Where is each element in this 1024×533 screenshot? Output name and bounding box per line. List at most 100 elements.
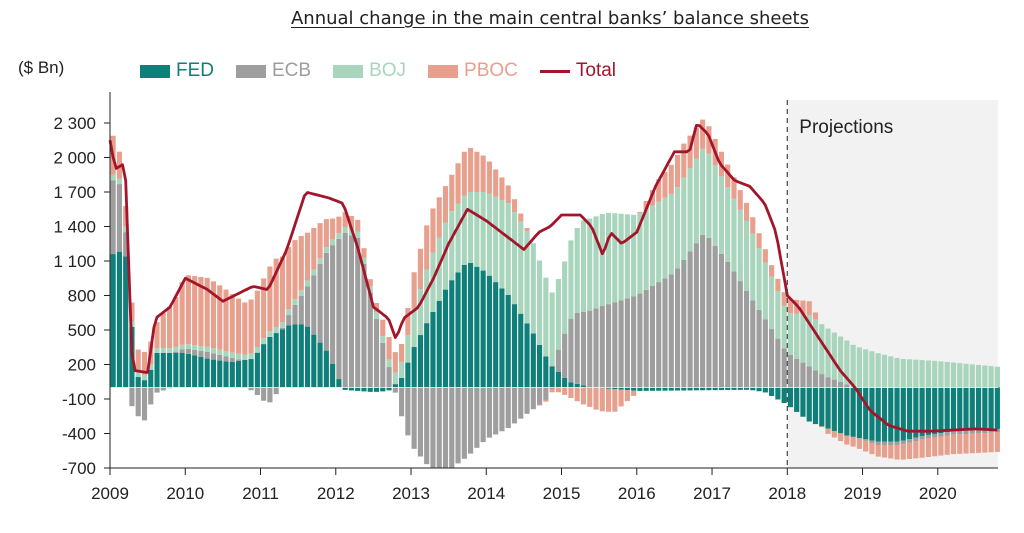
bar-pboc: [185, 275, 191, 345]
bar-boj: [373, 312, 380, 319]
bar-fed: [944, 387, 950, 433]
bar-boj: [461, 195, 467, 265]
bar-pboc: [762, 249, 768, 263]
bar-pboc: [286, 247, 292, 310]
bar-pboc: [424, 225, 430, 270]
bar-fed: [399, 377, 405, 388]
bar-ecb: [480, 387, 486, 443]
bar-fed: [123, 256, 129, 388]
bar-ecb: [298, 296, 304, 325]
bar-pboc: [950, 434, 957, 455]
bar-fed: [969, 387, 975, 431]
bar-boj: [957, 363, 963, 388]
bar-fed: [812, 387, 819, 425]
legend-label-fed: FED: [176, 60, 214, 81]
bar-pboc: [599, 388, 605, 412]
bar-boj: [116, 178, 122, 185]
bar-fed: [543, 356, 549, 388]
bar-boj: [800, 314, 806, 363]
bar-pboc: [204, 277, 210, 347]
bar-ecb: [718, 253, 725, 388]
bar-fed: [624, 387, 630, 391]
bar-pboc: [938, 436, 944, 456]
bar-pboc: [605, 388, 612, 412]
bar-ecb: [367, 292, 373, 388]
bar-ecb: [373, 318, 380, 388]
bar-pboc: [574, 387, 580, 402]
bar-boj: [261, 338, 267, 345]
bar-boj: [888, 356, 894, 388]
bar-boj: [950, 362, 957, 388]
bar-boj: [900, 358, 906, 388]
x-tick-label: 2011: [242, 484, 279, 503]
bar-ecb: [580, 311, 587, 386]
bar-ecb: [348, 235, 355, 388]
bar-pboc: [781, 292, 787, 306]
x-tick-label: 2015: [543, 484, 581, 503]
bar-fed: [612, 387, 618, 390]
bar-fed: [706, 387, 712, 391]
bar-pboc: [537, 404, 543, 406]
bar-pboc: [386, 336, 392, 360]
bar-boj: [969, 364, 975, 388]
bar-pboc: [436, 197, 442, 238]
bar-pboc: [480, 155, 486, 192]
bar-boj: [135, 371, 141, 377]
y-tick-label: -400: [62, 425, 96, 444]
bar-ecb: [518, 387, 524, 419]
bar-boj: [342, 227, 348, 233]
bar-pboc: [298, 235, 304, 291]
bar-ecb: [549, 387, 555, 390]
bar-ecb: [267, 387, 273, 403]
bar-boj: [919, 360, 925, 388]
bar-boj: [198, 345, 204, 351]
bar-ecb: [800, 362, 806, 388]
y-tick-label: 1 100: [53, 252, 96, 271]
bar-pboc: [229, 294, 235, 353]
bar-ecb: [380, 342, 386, 388]
bar-ecb: [524, 387, 530, 414]
bar-boj: [562, 261, 568, 334]
bar-ecb: [700, 234, 706, 388]
bar-pboc: [261, 278, 267, 339]
bar-fed: [681, 387, 687, 391]
bar-pboc: [568, 387, 574, 399]
bar-ecb: [656, 282, 662, 388]
bar-ecb: [762, 319, 768, 388]
bar-pboc: [593, 387, 599, 410]
bar-fed: [116, 251, 122, 388]
legend-item-pboc: PBOC: [428, 60, 518, 82]
bar-pboc: [361, 248, 367, 258]
bar-ecb: [342, 232, 348, 388]
bar-pboc: [800, 300, 806, 315]
bar-fed: [518, 313, 524, 388]
bar-boj: [537, 260, 543, 345]
bar-boj: [932, 360, 938, 388]
bar-ecb: [925, 434, 931, 439]
bar-fed: [769, 387, 775, 396]
bar-boj: [223, 351, 229, 357]
bar-boj: [167, 348, 173, 353]
bar-pboc: [656, 179, 662, 202]
bar-pboc: [831, 430, 837, 438]
bar-fed: [461, 264, 467, 388]
bar-fed: [750, 387, 756, 391]
bar-boj: [668, 193, 674, 275]
bar-boj: [292, 299, 298, 305]
bar-fed: [424, 323, 430, 388]
bar-boj: [925, 360, 931, 388]
bar-boj: [637, 213, 643, 294]
bar-pboc: [756, 233, 762, 249]
bar-pboc: [894, 445, 900, 460]
bar-ecb: [838, 381, 844, 388]
bar-fed: [932, 387, 938, 434]
bar-pboc: [856, 438, 862, 449]
bar-ecb: [392, 387, 398, 393]
legend-item-fed: FED: [140, 60, 214, 82]
bar-pboc: [975, 433, 982, 453]
bar-boj: [693, 158, 699, 244]
bar-fed: [154, 353, 160, 388]
bar-fed: [568, 382, 574, 388]
legend-label-pboc: PBOC: [464, 60, 518, 81]
x-tick-label: 2017: [693, 484, 731, 503]
